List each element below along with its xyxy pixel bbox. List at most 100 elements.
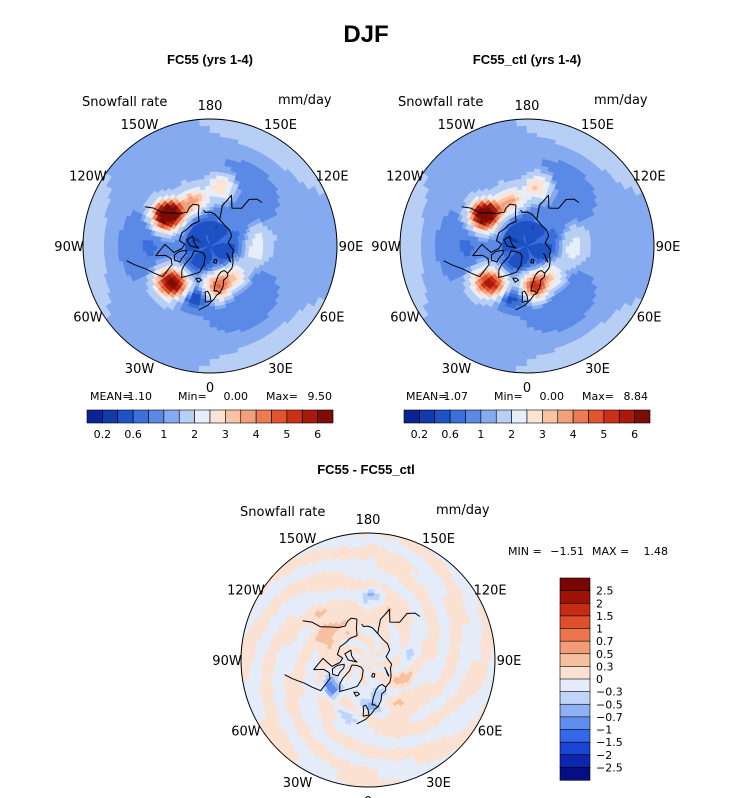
field-cell — [501, 243, 507, 247]
field-cell — [202, 164, 211, 170]
field-cell — [614, 245, 620, 255]
field-cell — [202, 322, 211, 328]
field-cell — [522, 192, 528, 198]
field-cell — [209, 287, 215, 293]
field-cell — [518, 337, 528, 342]
field-cell — [209, 153, 219, 159]
field-cell — [526, 287, 532, 293]
field-cell — [519, 326, 528, 332]
field-cell — [202, 326, 211, 332]
coastline — [195, 277, 202, 283]
field-cell — [153, 240, 158, 247]
field-cell — [156, 241, 162, 247]
field-cell — [135, 239, 141, 247]
field-cell — [618, 237, 623, 247]
field-cell — [589, 239, 595, 247]
field-cell — [205, 192, 211, 198]
field-cell — [209, 326, 218, 332]
field-cell — [520, 175, 528, 180]
field-cell — [132, 245, 137, 254]
field-cell — [603, 245, 609, 254]
field-cell — [209, 213, 214, 219]
field-cell — [449, 245, 454, 254]
field-cell — [582, 245, 588, 252]
field-cell — [568, 241, 574, 247]
field-cell — [167, 241, 172, 247]
field-cell — [209, 168, 218, 173]
field-cell — [205, 199, 211, 205]
field-cell — [204, 182, 211, 187]
coastline — [203, 209, 235, 274]
field-cell — [237, 245, 243, 250]
field-cell — [135, 245, 141, 253]
field-cell — [526, 220, 530, 226]
field-cell — [526, 196, 532, 201]
field-cell — [297, 237, 303, 247]
field-cell — [526, 337, 536, 342]
field-cell — [279, 239, 285, 247]
field-cell — [526, 178, 534, 184]
field-cell — [473, 241, 479, 247]
field-cell — [526, 185, 533, 191]
panel-1-units-label: mm/day — [278, 93, 332, 108]
field-cell — [520, 308, 528, 314]
field-cell — [526, 160, 535, 166]
field-cell — [177, 242, 183, 247]
field-cell — [258, 241, 264, 247]
field-cell — [524, 266, 528, 272]
panel-1-variable-label: Snowfall rate — [82, 95, 167, 110]
field-cell — [272, 239, 278, 247]
field-cell — [248, 241, 253, 247]
coastline — [213, 258, 218, 264]
field-cell — [526, 150, 536, 155]
field-cell — [593, 245, 598, 253]
field-cell — [241, 245, 246, 250]
field-cell — [518, 146, 528, 152]
field-cell — [202, 319, 211, 324]
field-cell — [491, 242, 496, 247]
field-cell — [526, 305, 533, 310]
field-cell — [209, 322, 218, 328]
field-cell — [522, 294, 528, 300]
field-cell — [607, 238, 613, 247]
field-cell — [283, 238, 288, 247]
field-cell — [522, 199, 528, 205]
field-cell — [146, 245, 151, 252]
field-cell — [526, 213, 531, 219]
field-cell — [526, 192, 532, 198]
field-cell — [255, 241, 260, 247]
field-cell — [445, 245, 451, 254]
field-cell — [586, 240, 591, 247]
field-cell — [572, 241, 577, 247]
field-cell — [265, 240, 271, 247]
field-cell — [452, 239, 458, 247]
field-cell — [209, 160, 218, 166]
field-cell — [209, 333, 219, 339]
panel-2-map — [400, 119, 654, 373]
field-cell — [139, 239, 144, 247]
field-cell — [607, 245, 613, 254]
coastline — [198, 292, 221, 311]
field-cell — [276, 245, 281, 253]
panel-3-variable-label: Snowfall rate — [240, 505, 325, 520]
field-cell — [128, 245, 134, 254]
field-cell — [205, 284, 211, 289]
field-cell — [146, 240, 151, 247]
field-cell — [526, 175, 534, 180]
field-cell — [526, 153, 536, 159]
field-cell — [452, 245, 458, 253]
field-cell — [459, 239, 465, 247]
field-cell — [209, 238, 211, 243]
field-cell — [205, 203, 211, 208]
field-cell — [262, 245, 267, 252]
field-cell — [209, 182, 216, 187]
field-cell — [561, 245, 567, 250]
field-cell — [209, 224, 213, 229]
field-cell — [600, 245, 605, 254]
field-cell — [526, 217, 530, 222]
field-cell — [209, 196, 215, 201]
field-cell — [201, 333, 211, 339]
coastline — [219, 194, 263, 220]
field-cell — [526, 284, 532, 289]
